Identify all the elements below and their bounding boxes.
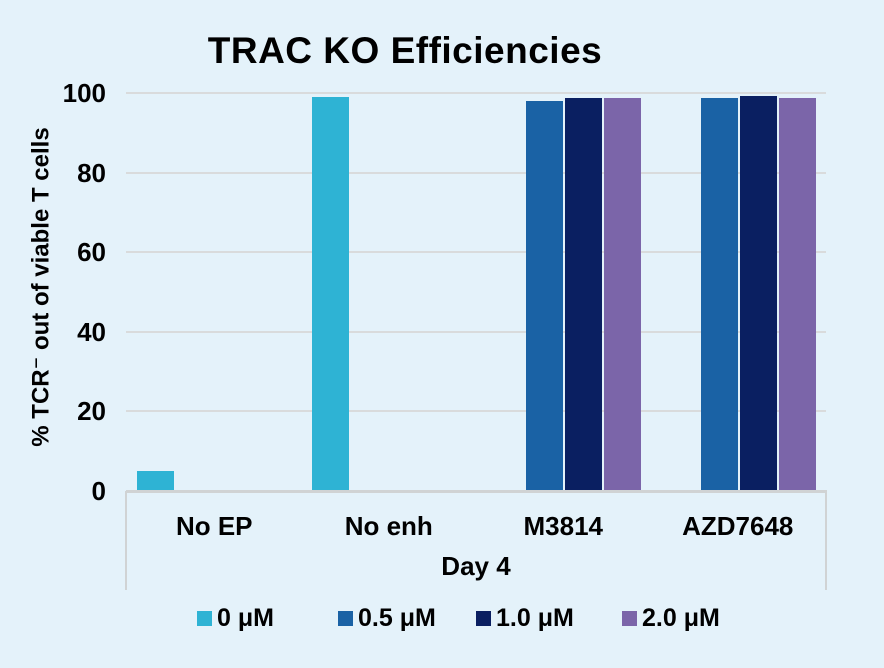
gridline-60 — [126, 251, 826, 254]
bar-AZD7648-2.0 μM — [778, 98, 816, 491]
bar-M3814-2.0 μM — [603, 98, 641, 491]
legend-swatch-1.0 μM — [476, 610, 491, 626]
bar-M3814-0.5 μM — [525, 101, 563, 491]
legend-label-1.0 μM: 1.0 μM — [496, 604, 574, 632]
bar-No enh-0 μM — [311, 97, 349, 491]
y-tick-label-80: 80 — [77, 157, 106, 188]
legend-label-0 μM: 0 μM — [217, 604, 274, 632]
legend-item-0.5 μM: 0.5 μM — [338, 604, 436, 632]
plot-area — [126, 92, 826, 491]
bar-No EP-0 μM — [136, 471, 174, 491]
category-label-No EP: No EP — [175, 511, 253, 541]
gridline-100 — [126, 92, 826, 94]
legend-label-0.5 μM: 0.5 μM — [358, 604, 436, 632]
legend-item-2.0 μM: 2.0 μM — [622, 604, 720, 632]
y-tick-label-100: 100 — [62, 78, 106, 108]
bar-group-No EP — [126, 93, 301, 491]
legend-item-0 μM: 0 μM — [197, 604, 274, 632]
bar-group-AZD7648 — [651, 93, 826, 491]
legend-item-1.0 μM: 1.0 μM — [476, 604, 574, 632]
bar-AZD7648-1.0 μM — [739, 96, 777, 491]
gridline-80 — [126, 171, 826, 174]
legend-swatch-0 μM — [197, 610, 212, 626]
x-axis-label-frame: No EP No enh M3814 AZD7648 Day 4 — [125, 491, 827, 590]
bar-group-M3814 — [476, 93, 651, 491]
legend-swatch-0.5 μM — [338, 610, 353, 626]
gridline-40 — [126, 330, 826, 333]
legend-label-2.0 μM: 2.0 μM — [642, 604, 720, 632]
gridline-20 — [126, 410, 826, 413]
y-tick-label-40: 40 — [77, 316, 106, 347]
category-labels: No EP No enh M3814 AZD7648 — [127, 491, 825, 542]
y-tick-label-0: 0 — [91, 476, 106, 506]
x-axis-group-label: Day 4 — [441, 551, 511, 581]
category-label-No enh: No enh — [344, 511, 433, 541]
bar-M3814-1.0 μM — [564, 98, 602, 491]
x-axis-line — [126, 490, 827, 493]
category-label-M3814: M3814 — [523, 511, 604, 541]
y-tick-label-20: 20 — [77, 396, 106, 427]
bar-group-No enh — [301, 93, 476, 491]
bar-groups — [126, 93, 826, 491]
legend-swatch-2.0 μM — [622, 610, 637, 626]
y-tick-label-60: 60 — [77, 237, 106, 268]
chart-title: TRAC KO Efficiencies — [207, 30, 603, 71]
bar-AZD7648-0.5 μM — [700, 98, 738, 491]
category-label-AZD7648: AZD7648 — [682, 511, 794, 541]
